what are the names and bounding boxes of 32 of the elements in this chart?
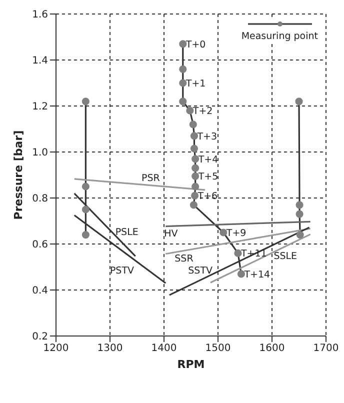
y-tick-label: 0.2 (32, 332, 48, 343)
data-label: T+0 (184, 39, 206, 50)
series-label: SSTV (188, 266, 214, 277)
series-label: PSTV (110, 266, 135, 277)
data-label: T+14 (243, 269, 270, 280)
y-tick-label: 0.8 (32, 194, 48, 205)
y-axis-title: Pressure [bar] (12, 130, 25, 220)
series-label: SSLE (274, 250, 298, 262)
data-label: T+5 (197, 172, 218, 183)
y-tick-label: 0.4 (32, 286, 48, 297)
data-label: T+3 (196, 131, 218, 142)
legend-label: Measuring point (241, 31, 318, 42)
series-label: SSR (174, 254, 194, 265)
data-label: T+6 (196, 191, 218, 202)
series-label: HV (164, 228, 178, 240)
data-label: T+2 (192, 106, 213, 117)
x-tick-label: 1500 (205, 343, 231, 354)
x-tick-label: 1600 (259, 343, 285, 354)
x-axis-title: RPM (177, 358, 205, 371)
data-label: T+4 (197, 154, 218, 166)
y-tick-label: 1.4 (32, 56, 48, 67)
x-tick-label: 1700 (313, 343, 339, 354)
y-tick-label: 1.6 (32, 10, 48, 21)
data-label: T+1 (184, 78, 206, 90)
x-tick-label: 1300 (97, 343, 123, 354)
y-tick-label: 1.2 (32, 102, 48, 113)
y-tick-label: 1.0 (32, 148, 48, 159)
x-tick-label: 1200 (43, 343, 69, 354)
x-tick-label: 1400 (151, 343, 177, 354)
y-tick-label: 0.6 (32, 240, 48, 251)
series-label: PSLE (115, 227, 138, 238)
series-label: PSR (142, 172, 160, 184)
